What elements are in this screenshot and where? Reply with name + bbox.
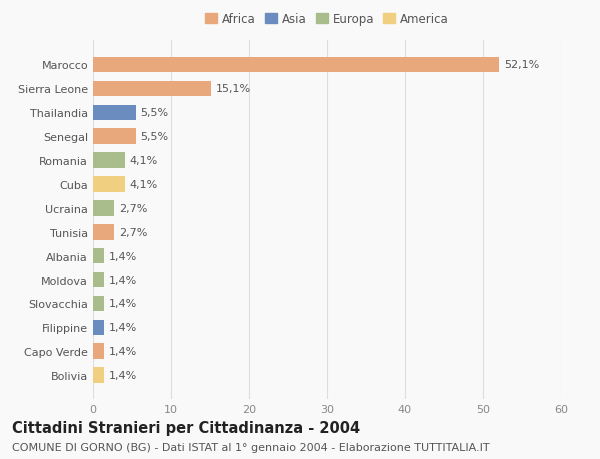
Bar bbox=[93, 57, 499, 73]
Bar bbox=[93, 177, 125, 192]
Text: 1,4%: 1,4% bbox=[109, 370, 137, 381]
Text: 15,1%: 15,1% bbox=[215, 84, 251, 94]
Text: 2,7%: 2,7% bbox=[119, 227, 147, 237]
Text: Cittadini Stranieri per Cittadinanza - 2004: Cittadini Stranieri per Cittadinanza - 2… bbox=[12, 420, 360, 435]
Text: 1,4%: 1,4% bbox=[109, 323, 137, 333]
Bar bbox=[93, 272, 104, 288]
Legend: Africa, Asia, Europa, America: Africa, Asia, Europa, America bbox=[203, 11, 451, 28]
Text: 1,4%: 1,4% bbox=[109, 251, 137, 261]
Bar bbox=[93, 296, 104, 312]
Text: 5,5%: 5,5% bbox=[140, 132, 169, 142]
Bar bbox=[93, 81, 211, 97]
Bar bbox=[93, 201, 114, 216]
Text: 4,1%: 4,1% bbox=[130, 156, 158, 166]
Text: 4,1%: 4,1% bbox=[130, 179, 158, 190]
Bar bbox=[93, 129, 136, 145]
Bar bbox=[93, 320, 104, 336]
Text: 52,1%: 52,1% bbox=[504, 60, 539, 70]
Bar bbox=[93, 344, 104, 359]
Bar bbox=[93, 105, 136, 121]
Text: 5,5%: 5,5% bbox=[140, 108, 169, 118]
Bar bbox=[93, 153, 125, 168]
Text: 1,4%: 1,4% bbox=[109, 347, 137, 357]
Text: COMUNE DI GORNO (BG) - Dati ISTAT al 1° gennaio 2004 - Elaborazione TUTTITALIA.I: COMUNE DI GORNO (BG) - Dati ISTAT al 1° … bbox=[12, 442, 490, 452]
Text: 1,4%: 1,4% bbox=[109, 275, 137, 285]
Bar bbox=[93, 224, 114, 240]
Text: 2,7%: 2,7% bbox=[119, 203, 147, 213]
Bar bbox=[93, 368, 104, 383]
Text: 1,4%: 1,4% bbox=[109, 299, 137, 309]
Bar bbox=[93, 248, 104, 264]
